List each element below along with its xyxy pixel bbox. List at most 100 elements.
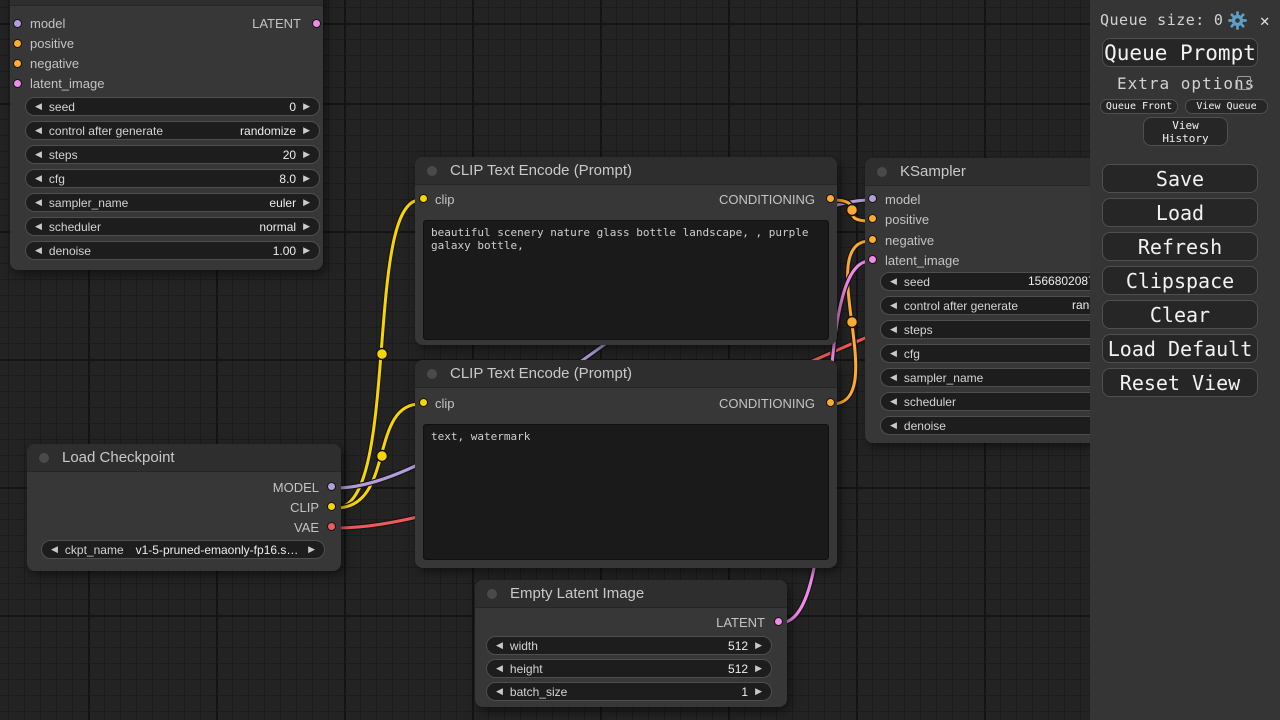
increment-arrow-icon[interactable]: ▶ bbox=[303, 221, 310, 231]
decrement-arrow-icon[interactable]: ◀ bbox=[496, 640, 503, 650]
increment-arrow-icon[interactable]: ▶ bbox=[755, 640, 762, 650]
output-dot-conditioning[interactable] bbox=[826, 194, 835, 203]
decrement-arrow-icon[interactable]: ◀ bbox=[35, 101, 42, 111]
input-slot-positive: positive bbox=[885, 212, 930, 227]
increment-arrow-icon[interactable]: ▶ bbox=[755, 663, 762, 673]
increment-arrow-icon[interactable]: ▶ bbox=[303, 197, 310, 207]
increment-arrow-icon[interactable]: ▶ bbox=[755, 686, 762, 696]
widget-width[interactable]: ◀ width 512 ▶ bbox=[486, 636, 772, 655]
widget-steps[interactable]: ◀ steps 20 ▶ bbox=[25, 145, 320, 164]
output-slot-model: MODEL bbox=[272, 480, 319, 495]
input-slot-latent-image: latent_image bbox=[30, 76, 105, 91]
decrement-arrow-icon[interactable]: ◀ bbox=[35, 245, 42, 255]
node-clip-text-encode-positive[interactable]: CLIP Text Encode (Prompt) clip CONDITION… bbox=[415, 157, 837, 345]
collapse-dot-icon[interactable] bbox=[487, 589, 497, 599]
output-dot-model[interactable] bbox=[327, 482, 336, 491]
link-dot[interactable] bbox=[845, 315, 859, 329]
node-empty-latent-image[interactable]: Empty Latent Image LATENT ◀ width 512 ▶ … bbox=[475, 580, 787, 707]
widget-cfg[interactable]: ◀ cfg 8.0 ▶ bbox=[25, 169, 320, 188]
collapse-dot-icon[interactable] bbox=[427, 166, 437, 176]
widget-scheduler[interactable]: ◀ scheduler normal ▶ bbox=[25, 217, 320, 236]
prompt-textarea[interactable]: text, watermark bbox=[423, 424, 829, 560]
increment-arrow-icon[interactable]: ▶ bbox=[303, 149, 310, 159]
input-dot-model[interactable] bbox=[868, 194, 877, 203]
increment-arrow-icon[interactable]: ▶ bbox=[303, 125, 310, 135]
output-dot-vae[interactable] bbox=[327, 522, 336, 531]
queue-size-label: Queue size: bbox=[1100, 11, 1205, 29]
widget-sampler-name[interactable]: ◀ sampler_name euler ▶ bbox=[25, 193, 320, 212]
decrement-arrow-icon[interactable]: ◀ bbox=[890, 420, 897, 430]
reset-view-button[interactable]: Reset View bbox=[1102, 368, 1258, 397]
input-dot-positive[interactable] bbox=[868, 214, 877, 223]
load-default-button[interactable]: Load Default bbox=[1102, 334, 1258, 363]
input-dot-negative[interactable] bbox=[13, 59, 22, 68]
decrement-arrow-icon[interactable]: ◀ bbox=[496, 663, 503, 673]
decrement-arrow-icon[interactable]: ◀ bbox=[35, 149, 42, 159]
collapse-dot-icon[interactable] bbox=[427, 369, 437, 379]
output-dot-latent[interactable] bbox=[312, 19, 321, 28]
input-dot-model[interactable] bbox=[13, 19, 22, 28]
decrement-arrow-icon[interactable]: ◀ bbox=[496, 686, 503, 696]
decrement-arrow-icon[interactable]: ◀ bbox=[35, 125, 42, 135]
input-slot-model: model bbox=[885, 192, 921, 207]
input-dot-negative[interactable] bbox=[868, 235, 877, 244]
increment-arrow-icon[interactable]: ▶ bbox=[308, 544, 315, 554]
node-clip-text-encode-negative[interactable]: CLIP Text Encode (Prompt) clip CONDITION… bbox=[415, 360, 837, 568]
view-history-button[interactable]: View History bbox=[1143, 117, 1228, 146]
prompt-textarea[interactable]: beautiful scenery nature glass bottle la… bbox=[423, 220, 829, 340]
link-dot[interactable] bbox=[375, 347, 389, 361]
load-button[interactable]: Load bbox=[1102, 198, 1258, 227]
output-dot-clip[interactable] bbox=[327, 502, 336, 511]
output-dot-conditioning[interactable] bbox=[826, 398, 835, 407]
widget-seed[interactable]: ◀ seed 0 ▶ bbox=[25, 97, 320, 116]
decrement-arrow-icon[interactable]: ◀ bbox=[890, 348, 897, 358]
decrement-arrow-icon[interactable]: ◀ bbox=[35, 197, 42, 207]
decrement-arrow-icon[interactable]: ◀ bbox=[890, 372, 897, 382]
link-dot[interactable] bbox=[845, 203, 859, 217]
widget-denoise[interactable]: ◀ denoise 1.00 ▶ bbox=[25, 241, 320, 260]
decrement-arrow-icon[interactable]: ◀ bbox=[51, 544, 58, 554]
widget-ckpt-name[interactable]: ◀ ckpt_name v1-5-pruned-emaonly-fp16.s… … bbox=[41, 540, 325, 559]
queue-front-button[interactable]: Queue Front bbox=[1100, 99, 1178, 114]
increment-arrow-icon[interactable]: ▶ bbox=[303, 173, 310, 183]
extra-options-label: Extra options bbox=[1117, 74, 1256, 93]
collapse-dot-icon[interactable] bbox=[877, 167, 887, 177]
node-title: KSampler bbox=[10, 0, 323, 6]
decrement-arrow-icon[interactable]: ◀ bbox=[890, 276, 897, 286]
output-slot-clip: CLIP bbox=[290, 500, 319, 515]
refresh-button[interactable]: Refresh bbox=[1102, 232, 1258, 261]
output-dot-latent[interactable] bbox=[774, 617, 783, 626]
input-dot-positive[interactable] bbox=[13, 39, 22, 48]
extra-options-checkbox[interactable] bbox=[1237, 76, 1251, 90]
widget-height[interactable]: ◀ height 512 ▶ bbox=[486, 659, 772, 678]
save-button[interactable]: Save bbox=[1102, 164, 1258, 193]
decrement-arrow-icon[interactable]: ◀ bbox=[890, 300, 897, 310]
increment-arrow-icon[interactable]: ▶ bbox=[303, 245, 310, 255]
view-queue-button[interactable]: View Queue bbox=[1185, 99, 1268, 114]
input-dot-clip[interactable] bbox=[419, 194, 428, 203]
clear-button[interactable]: Clear bbox=[1102, 300, 1258, 329]
input-dot-latent-image[interactable] bbox=[13, 79, 22, 88]
increment-arrow-icon[interactable]: ▶ bbox=[303, 101, 310, 111]
widget-value: 1566802087 bbox=[1028, 274, 1095, 288]
widget-value: 1.00 bbox=[272, 243, 297, 258]
decrement-arrow-icon[interactable]: ◀ bbox=[35, 173, 42, 183]
decrement-arrow-icon[interactable]: ◀ bbox=[35, 221, 42, 231]
link-dot[interactable] bbox=[375, 449, 389, 463]
input-dot-clip[interactable] bbox=[419, 398, 428, 407]
decrement-arrow-icon[interactable]: ◀ bbox=[890, 324, 897, 334]
queue-prompt-button[interactable]: Queue Prompt bbox=[1102, 38, 1258, 67]
settings-gear-icon[interactable] bbox=[1228, 10, 1247, 30]
node-load-checkpoint[interactable]: Load Checkpoint MODEL CLIP VAE ◀ ckpt_na… bbox=[27, 444, 341, 571]
node-ksampler-left[interactable]: KSampler model positive negative latent_… bbox=[10, 0, 323, 270]
decrement-arrow-icon[interactable]: ◀ bbox=[890, 396, 897, 406]
close-icon[interactable]: ✕ bbox=[1259, 10, 1270, 30]
widget-value: normal bbox=[259, 219, 297, 234]
input-dot-latent-image[interactable] bbox=[868, 255, 877, 264]
widget-control-after-generate[interactable]: ◀ control after generate randomize ▶ bbox=[25, 121, 320, 140]
widget-batch-size[interactable]: ◀ batch_size 1 ▶ bbox=[486, 682, 772, 701]
clipspace-button[interactable]: Clipspace bbox=[1102, 266, 1258, 295]
collapse-dot-icon[interactable] bbox=[39, 453, 49, 463]
input-slot-latent-image: latent_image bbox=[885, 253, 960, 268]
